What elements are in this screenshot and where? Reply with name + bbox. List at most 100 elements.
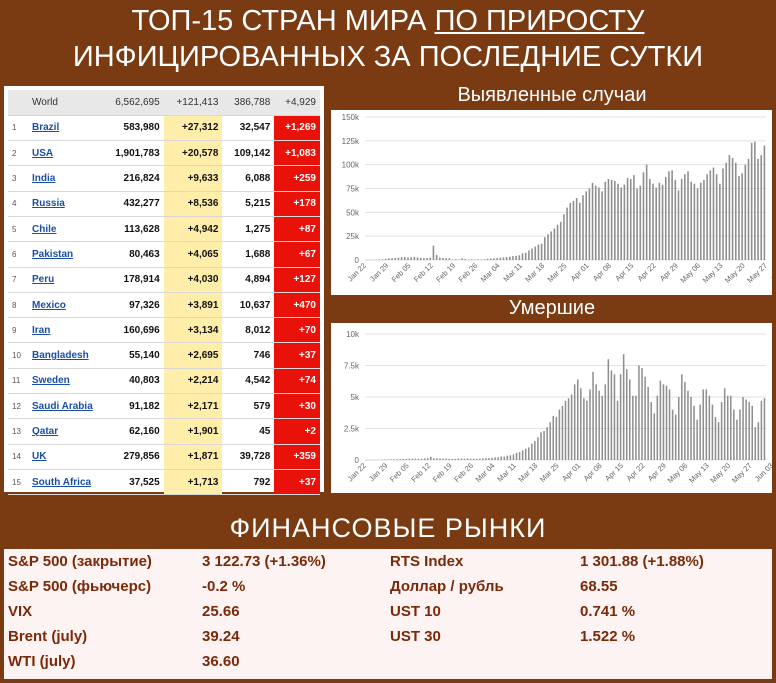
bar: [741, 173, 743, 260]
rank-cell: 7: [8, 267, 28, 293]
new-cases-cell: +27,312: [163, 115, 223, 142]
finance-value: 1.522 %: [580, 628, 636, 645]
bar: [445, 458, 447, 460]
country-link[interactable]: India: [32, 173, 56, 185]
bar: [503, 456, 506, 460]
rank-cell: 12: [8, 393, 28, 420]
bar: [589, 389, 591, 460]
bar: [550, 231, 552, 260]
title-line-2: ИНФИЦИРОВАННЫХ ЗА ПОСЛЕДНИЕ СУТКИ: [72, 41, 704, 73]
country-link[interactable]: Peru: [32, 274, 55, 286]
bar: [639, 185, 642, 260]
bar: [658, 182, 661, 260]
bar: [583, 398, 585, 460]
bar: [610, 179, 613, 260]
bar: [742, 397, 744, 460]
bar: [610, 370, 613, 460]
bar: [531, 443, 533, 460]
bar: [405, 458, 408, 460]
country-link[interactable]: UK: [32, 451, 47, 463]
bar: [426, 257, 428, 260]
finance-value: 36.60: [202, 653, 240, 670]
bar: [613, 374, 616, 460]
country-link[interactable]: Mexico: [32, 299, 66, 311]
bar: [546, 427, 548, 460]
bar: [553, 228, 556, 260]
bar: [483, 259, 486, 260]
bar: [387, 459, 389, 460]
bar: [763, 398, 766, 460]
bar: [653, 413, 656, 460]
bar: [573, 384, 576, 460]
country-link[interactable]: Sweden: [32, 375, 70, 387]
country-cell: Peru: [28, 267, 102, 293]
country-link[interactable]: Saudi Arabia: [32, 400, 93, 412]
bar: [734, 162, 737, 260]
country-link[interactable]: Russia: [32, 198, 65, 210]
bar: [677, 190, 680, 260]
bar: [641, 368, 643, 460]
total-cases-cell: 113,628: [102, 216, 164, 243]
bar: [485, 458, 487, 460]
table-row: 7 Peru 178,914 +4,030 4,894 +127: [8, 267, 320, 293]
new-cases-cell: +3,134: [163, 317, 223, 344]
bar: [632, 395, 634, 460]
deaths-cell: 109,142: [222, 140, 275, 167]
bar: [722, 168, 724, 260]
country-link[interactable]: Qatar: [32, 426, 59, 437]
bar: [614, 180, 616, 260]
bar: [738, 176, 740, 260]
bar: [416, 257, 419, 260]
bar: [717, 422, 720, 460]
bar: [521, 450, 524, 460]
y-tick-label: 150k: [342, 113, 360, 122]
country-link[interactable]: South Africa: [32, 476, 92, 488]
country-cell: Iran: [28, 317, 102, 344]
bar: [461, 258, 463, 260]
bar: [475, 458, 478, 460]
bar: [448, 458, 450, 460]
country-link[interactable]: Chile: [32, 223, 57, 235]
bar: [607, 178, 610, 260]
country-link[interactable]: USA: [32, 147, 54, 159]
finance-value: 25.66: [202, 603, 240, 620]
table-row: 5 Chile 113,628 +4,942 1,275 +87: [8, 216, 320, 243]
bar: [638, 365, 640, 460]
bar: [451, 259, 454, 260]
country-link[interactable]: Iran: [32, 324, 51, 336]
bar: [423, 458, 426, 460]
bar: [668, 171, 670, 260]
bar: [629, 379, 631, 460]
table-row: 14 UK 279,856 +1,871 39,728 +359: [8, 444, 320, 470]
bar: [726, 395, 729, 460]
x-tick-label: Jan 29: [367, 461, 389, 483]
bar: [429, 257, 432, 260]
x-tick-label: Mar 04: [479, 261, 502, 284]
bar: [566, 207, 568, 260]
country-cell: Bangladesh: [28, 342, 102, 369]
rank-cell: 6: [8, 241, 28, 268]
new-cases-cell: +2,171: [163, 393, 223, 420]
x-tick-label: May 20: [723, 261, 747, 285]
bar: [419, 257, 422, 260]
new-deaths-cell: +37: [274, 342, 320, 369]
country-link[interactable]: Brazil: [32, 122, 60, 134]
country-cell: Mexico: [28, 292, 102, 319]
x-tick-label: Mar 18: [516, 461, 539, 484]
bar: [563, 214, 565, 260]
country-cell: Chile: [28, 216, 102, 243]
total-cases-cell: 583,980: [102, 115, 164, 142]
bar: [619, 374, 622, 460]
rank-cell: 15: [8, 469, 28, 496]
rank-cell: 4: [8, 191, 28, 217]
bar: [598, 187, 600, 260]
bar: [604, 181, 607, 260]
bar: [763, 145, 766, 260]
country-link[interactable]: Pakistan: [32, 248, 74, 260]
bar: [448, 258, 451, 260]
bar: [644, 376, 646, 460]
bar: [423, 258, 425, 260]
country-link[interactable]: Bangladesh: [32, 350, 89, 362]
bar: [592, 371, 594, 460]
